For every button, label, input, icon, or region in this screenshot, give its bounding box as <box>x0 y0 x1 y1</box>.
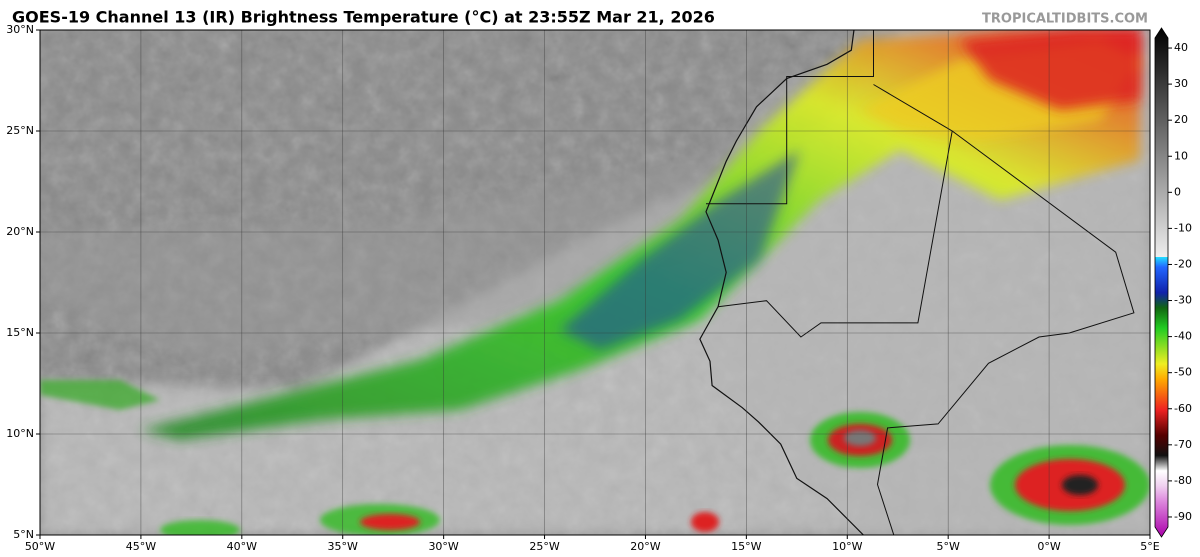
colorbar-fill <box>1154 27 1169 538</box>
lon-tick-label: 0°W <box>1037 540 1060 553</box>
lat-tick-label: 25°N <box>6 124 34 137</box>
colorbar-tick-label: 20 <box>1174 113 1188 126</box>
credit: TROPICALTIDBITS.COM <box>982 12 1148 27</box>
lon-tick-label: 5°E <box>1140 540 1159 553</box>
colorbar-tick-label: -70 <box>1174 438 1192 451</box>
colorbar-tick-label: 30 <box>1174 77 1188 90</box>
lon-tick-label: 50°W <box>25 540 55 553</box>
lon-tick-label: 30°W <box>428 540 458 553</box>
lon-tick-label: 10°W <box>832 540 862 553</box>
colorbar: 40 30 20 10 0 -10 -20 -30 -40 -50 -60 -70 -80 -90 <box>1154 27 1192 538</box>
colorbar-tick-label: -40 <box>1174 330 1192 343</box>
lon-tick-label: 40°W <box>227 540 257 553</box>
colorbar-tick-label: -20 <box>1174 257 1192 270</box>
lon-tick-label: 20°W <box>630 540 660 553</box>
lon-tick-label: 25°W <box>529 540 559 553</box>
colorbar-tick-label: 0 <box>1174 185 1181 198</box>
map-frame <box>39 29 1151 536</box>
lon-tick-label: 15°W <box>731 540 761 553</box>
colorbar-tick-label: -90 <box>1174 510 1192 523</box>
lat-tick-label: 30°N <box>6 23 34 36</box>
lat-tick-label: 10°N <box>6 427 34 440</box>
colorbar-tick-label: -80 <box>1174 474 1192 487</box>
satellite-image <box>40 30 1150 535</box>
colorbar-tick-label: -30 <box>1174 294 1192 307</box>
lon-tick-label: 45°W <box>126 540 156 553</box>
colorbar-tick-label: -60 <box>1174 402 1192 415</box>
lon-tick-label: 35°W <box>328 540 358 553</box>
lon-tick-label: 5°W <box>936 540 959 553</box>
map-title: GOES-19 Channel 13 (IR) Brightness Tempe… <box>12 8 715 27</box>
colorbar-tick-label: 10 <box>1174 149 1188 162</box>
lat-tick-label: 5°N <box>13 528 34 541</box>
colorbar-tick-label: -50 <box>1174 366 1192 379</box>
lat-tick-label: 20°N <box>6 225 34 238</box>
colorbar-tick-label: 40 <box>1174 41 1188 54</box>
colorbar-tick-label: -10 <box>1174 221 1192 234</box>
lat-tick-label: 15°N <box>6 326 34 339</box>
